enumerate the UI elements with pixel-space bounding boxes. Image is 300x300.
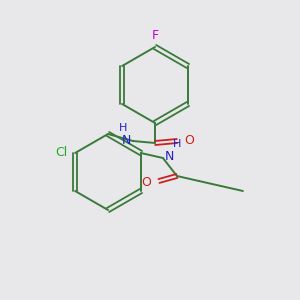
Text: Cl: Cl [55,146,67,158]
Text: H: H [173,139,181,149]
Text: N: N [122,134,131,146]
Text: H: H [119,123,127,133]
Text: F: F [152,29,159,42]
Text: N: N [165,149,174,163]
Text: O: O [141,176,151,190]
Text: O: O [184,134,194,146]
